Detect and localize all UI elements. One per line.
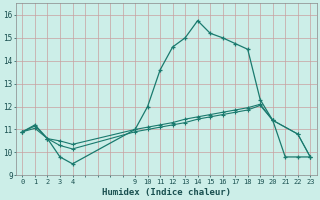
X-axis label: Humidex (Indice chaleur): Humidex (Indice chaleur) xyxy=(102,188,231,197)
